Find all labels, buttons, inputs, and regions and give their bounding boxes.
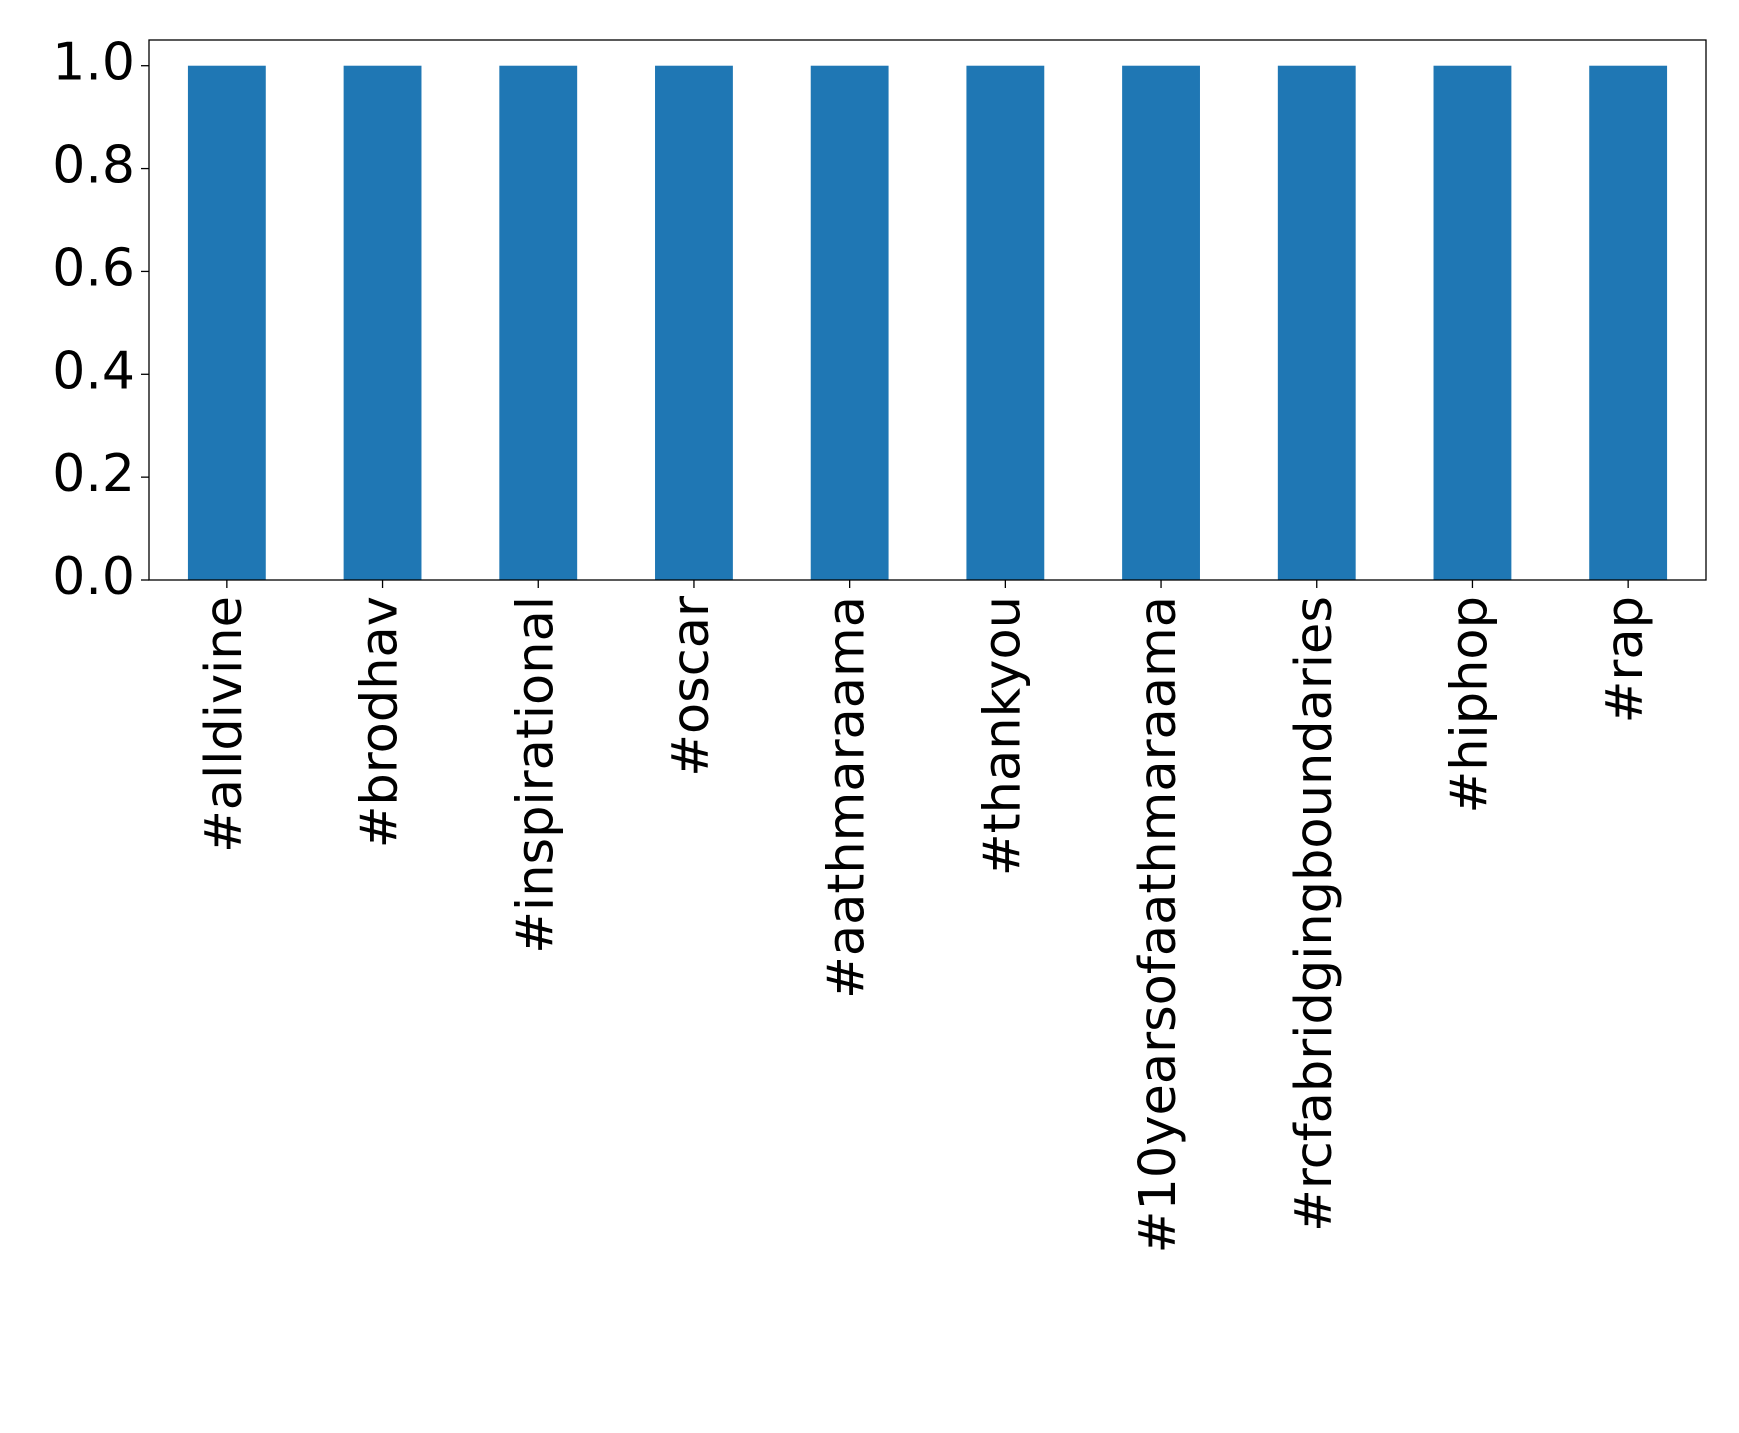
x-tick-label: #thankyou <box>973 596 1032 876</box>
bar <box>966 65 1045 580</box>
x-tick-label: #alldivine <box>195 596 254 853</box>
bar <box>1433 65 1512 580</box>
bar <box>1122 65 1200 580</box>
bar <box>499 65 578 580</box>
bar <box>1277 65 1356 580</box>
y-tick-label: 0.4 <box>52 341 135 401</box>
x-tick-label: #brodhav <box>351 596 410 848</box>
x-tick-label: #rcfabridgingboundaries <box>1285 596 1344 1232</box>
y-tick-label: 0.0 <box>52 547 135 607</box>
x-tick-label: #aathmaraama <box>818 596 877 999</box>
y-tick-label: 0.8 <box>52 136 135 196</box>
plot-frame <box>148 39 1707 581</box>
bar <box>343 65 422 580</box>
bar <box>187 65 266 580</box>
bar <box>655 65 733 580</box>
y-tick-label: 0.6 <box>52 238 135 298</box>
x-tick-label: #rap <box>1596 596 1655 723</box>
x-tick-label: #oscar <box>662 596 721 777</box>
x-tick-label: #10yearsofaathmaraama <box>1129 596 1188 1253</box>
y-tick-label: 0.2 <box>52 444 135 504</box>
y-tick-label: 1.0 <box>52 33 135 93</box>
x-tick-label: #hiphop <box>1440 596 1499 814</box>
bar <box>810 65 889 580</box>
x-tick-label: #inspirational <box>506 596 565 954</box>
bar <box>1589 65 1668 580</box>
